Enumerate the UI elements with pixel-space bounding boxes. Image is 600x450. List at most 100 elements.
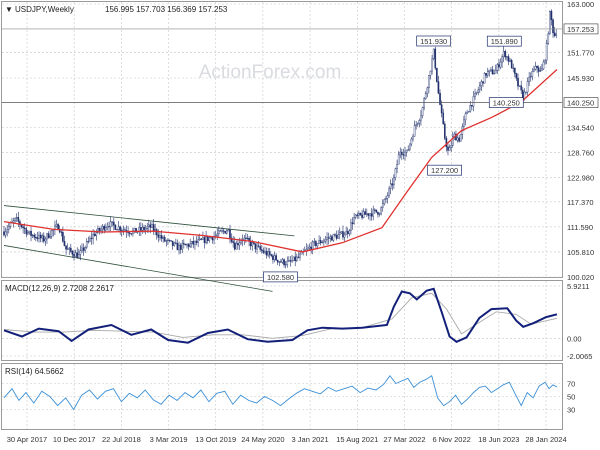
candle-body [536,65,538,68]
trend-channel [3,205,295,292]
candle-body [194,240,196,245]
candle-body [477,89,480,93]
candle-body [73,254,75,257]
candle-body [424,93,427,99]
candle-body [299,253,301,258]
candle-body [372,209,374,217]
price-tick-label: 128.760 [567,148,594,157]
candle-body [555,33,558,36]
candle-body [77,254,80,259]
candle-body [23,227,26,229]
candle-body [291,260,293,262]
candle-body [338,232,341,235]
menu-arrow-icon[interactable]: ▼ [5,5,13,14]
candle-body [259,246,262,250]
x-tick-label: 15 Aug 2021 [336,435,378,444]
candle-body [281,259,284,263]
candle-body [71,251,74,255]
candle-body [447,146,449,151]
candle-body [342,231,344,238]
candle-body [211,237,214,241]
candle-body [133,228,136,232]
candle-body [359,212,362,216]
candle-body [496,64,499,71]
date-axis: 30 Apr 2017 10 Dec 2017 22 Jul 2018 3 Mar 2… [7,435,567,444]
x-tick-label: 28 Jan 2024 [525,435,566,444]
candle-body [224,230,227,234]
candle-body [459,134,462,142]
macd-tick-label: -2.0065 [567,352,592,361]
candle-body [44,238,47,242]
candle-body [549,10,551,34]
candle-body [135,228,137,233]
candle-body [550,10,553,20]
candle-body [514,67,516,74]
channel-upper-line [3,205,295,237]
candle-body [31,234,34,236]
candle-body [283,259,285,266]
candle-body [362,211,365,218]
candle-body [553,32,556,36]
rsi-line [3,374,558,411]
price-tick-label: 117.370 [567,198,594,207]
candle-body [103,225,106,231]
candle-body [547,33,550,44]
candle-body [373,209,376,211]
candle-body [442,112,445,125]
candle-body [327,237,330,239]
candle-body [42,235,45,242]
candle-body [313,241,316,243]
candle-body [480,81,483,86]
x-tick-label: 10 Dec 2017 [53,435,96,444]
candle-body [292,256,295,261]
candle-body [214,235,217,237]
candle-body [421,107,424,117]
candle-body [485,73,487,76]
candle-body [151,224,153,228]
candle-body [108,226,110,228]
price-candles [3,9,558,269]
price-grid [2,2,562,278]
candle-body [57,224,59,230]
candle-body [506,56,508,58]
candle-body [418,120,421,124]
x-tick-label: 24 May 2020 [241,435,284,444]
candle-body [494,70,497,74]
candle-body [243,237,246,240]
x-tick-label: 22 Jul 2018 [102,435,141,444]
annotation-box [427,164,462,176]
candle-body [245,237,247,239]
candle-body [542,61,545,70]
candle-body [529,76,532,78]
candle-body [246,237,249,239]
candle-body [404,151,406,156]
candle-body [219,230,222,232]
price-tick-label: 105.810 [567,248,594,257]
candle-body [221,230,223,232]
candle-body [420,115,422,121]
candle-body [203,237,206,244]
candle-body [445,138,448,148]
candle-body [178,244,180,251]
candle-body [62,232,64,242]
price-tick-label: 122.980 [567,173,594,182]
candle-body [173,242,176,246]
candle-body [479,85,481,91]
candle-body [25,228,28,235]
candle-body [27,232,29,235]
symbol-label: USDJPY,Weekly [15,5,74,14]
candle-body [89,237,91,242]
candle-body [356,214,359,216]
candle-body [14,217,16,221]
candle-body [450,145,452,149]
candle-body [354,214,357,218]
rsi-tick-label: 70 [567,380,575,389]
candle-body [90,237,93,239]
candle-body [397,154,400,165]
candle-body [334,234,336,236]
candle-body [159,235,161,238]
candle-body [140,227,142,231]
candle-body [377,211,379,215]
candle-body [128,232,131,234]
